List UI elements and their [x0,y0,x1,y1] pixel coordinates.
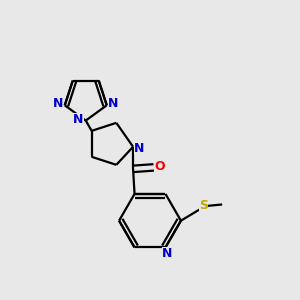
Text: N: N [108,97,119,110]
Text: N: N [73,112,84,126]
Text: N: N [53,97,64,110]
Text: S: S [199,200,208,212]
Text: O: O [154,160,165,173]
Text: N: N [134,142,145,155]
Text: N: N [162,248,172,260]
